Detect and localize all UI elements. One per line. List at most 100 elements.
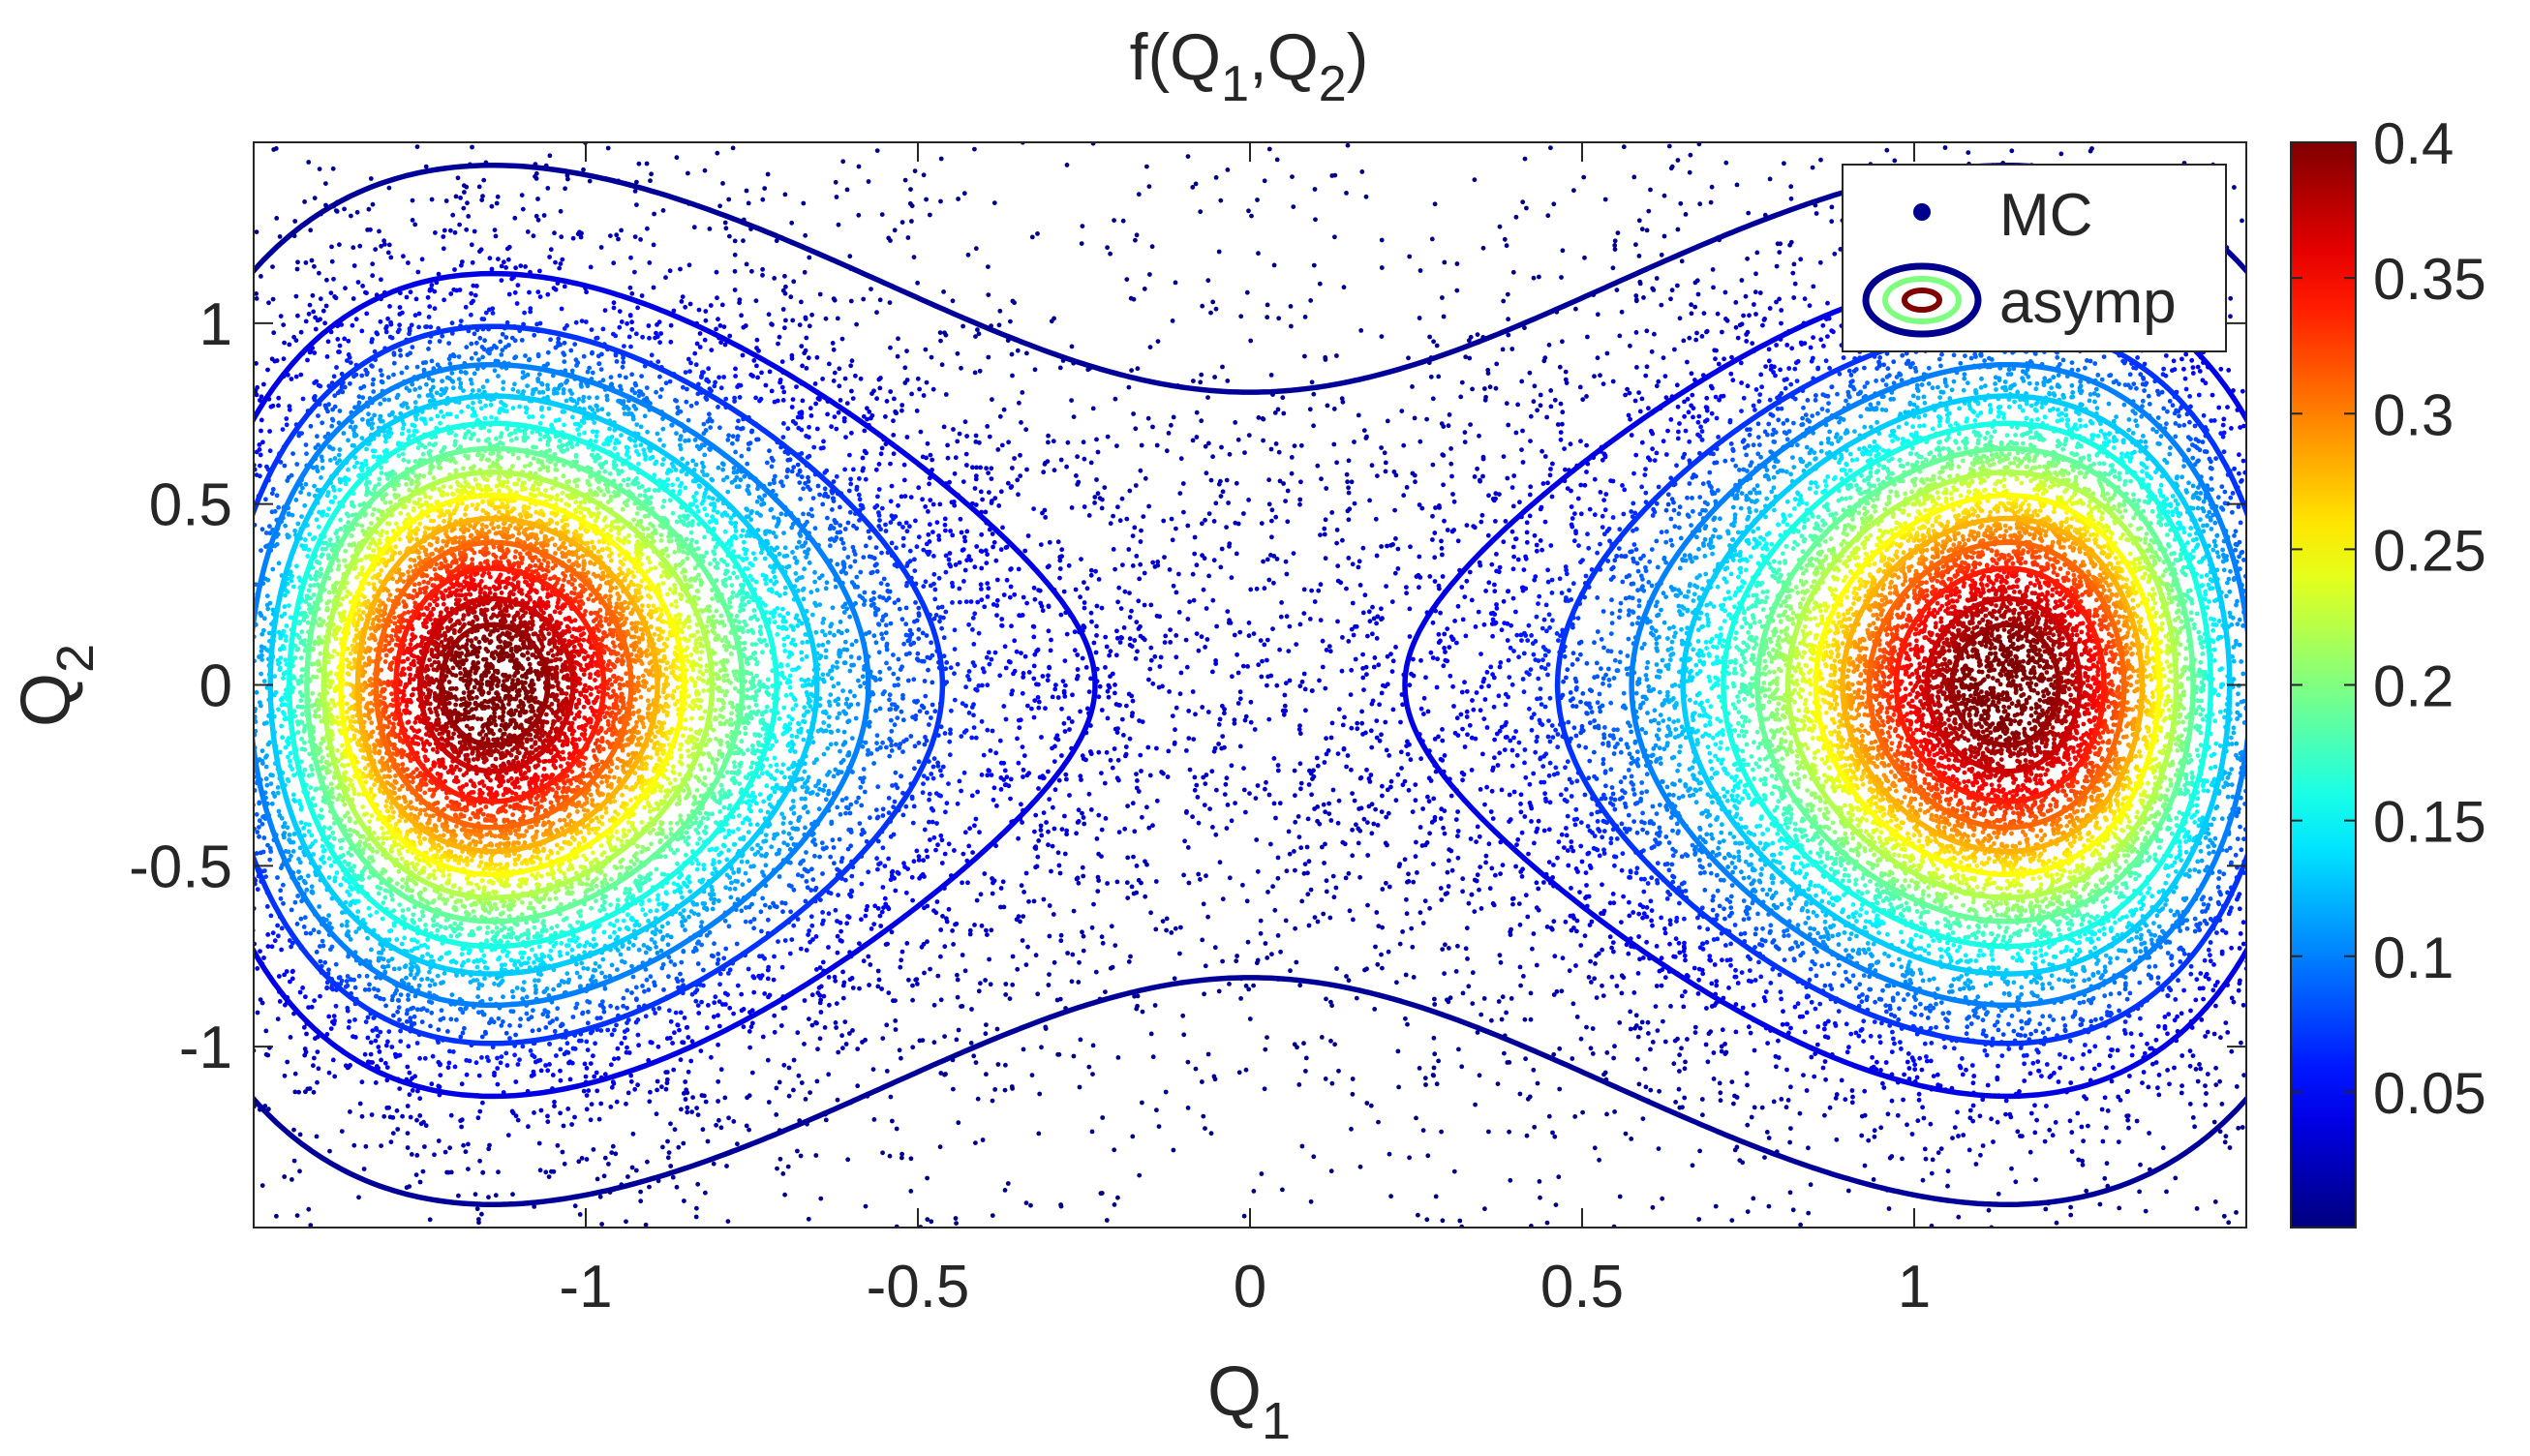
mc-point [765, 705, 770, 710]
mc-point [2218, 893, 2223, 897]
mc-point [644, 1014, 649, 1018]
mc-point [1075, 454, 1080, 459]
mc-point [1827, 892, 1832, 896]
mc-point [1440, 947, 1445, 952]
mc-point [940, 605, 945, 610]
mc-point [776, 342, 780, 347]
mc-point [555, 924, 560, 928]
mc-point [298, 860, 303, 864]
mc-point [1900, 353, 1905, 358]
mc-point [463, 512, 468, 517]
mc-point [549, 925, 554, 930]
mc-point [1379, 732, 1384, 737]
mc-point [782, 649, 787, 653]
mc-point [1770, 791, 1775, 796]
mc-point [471, 388, 475, 393]
mc-point [379, 368, 383, 373]
mc-point [1997, 534, 2002, 539]
mc-point [369, 1052, 374, 1057]
mc-point [1866, 941, 1871, 946]
mc-point [2062, 1055, 2067, 1060]
mc-point [1498, 660, 1503, 665]
mc-point [1323, 760, 1327, 765]
mc-point [1535, 549, 1539, 554]
mc-point [1677, 941, 1682, 946]
mc-point [988, 662, 992, 667]
mc-point [1818, 260, 1823, 265]
mc-point [1529, 633, 1534, 638]
mc-point [1194, 182, 1199, 187]
mc-point [1360, 652, 1365, 657]
mc-point [1723, 161, 1728, 166]
mc-point [723, 835, 728, 840]
mc-point [2159, 483, 2164, 488]
mc-point [2034, 1118, 2039, 1123]
mc-point [1566, 720, 1570, 725]
mc-point [854, 716, 859, 721]
mc-point [787, 1066, 792, 1071]
mc-point [1920, 1068, 1925, 1073]
mc-point [1548, 761, 1553, 766]
mc-point [1583, 793, 1588, 798]
mc-point [1202, 588, 1206, 592]
mc-point [1498, 871, 1503, 876]
mc-point [361, 610, 366, 615]
mc-point [1691, 717, 1695, 722]
mc-point [1861, 1018, 1866, 1023]
mc-point [293, 900, 298, 905]
mc-point [660, 1145, 665, 1150]
mc-point [304, 931, 309, 936]
mc-point [1078, 594, 1082, 599]
mc-point [1313, 217, 1318, 222]
mc-point [2148, 886, 2152, 891]
mc-point [371, 202, 376, 207]
mc-point [334, 365, 339, 370]
mc-point [640, 907, 645, 912]
mc-point [312, 927, 317, 932]
mc-point [725, 770, 730, 774]
mc-point [2173, 997, 2178, 1002]
mc-point [2001, 705, 2006, 710]
mc-point [1051, 805, 1055, 810]
mc-point [2037, 1021, 2042, 1026]
mc-point [1478, 1073, 1482, 1077]
mc-point [857, 986, 862, 991]
mc-point [965, 880, 970, 885]
mc-point [1361, 687, 1366, 692]
mc-point [433, 306, 438, 311]
mc-point [704, 1100, 709, 1105]
mc-point [2092, 400, 2097, 405]
mc-point [869, 287, 873, 291]
mc-point [712, 941, 716, 946]
mc-point [383, 1004, 388, 1009]
mc-point [526, 229, 531, 234]
mc-point [2193, 917, 2198, 922]
mc-point [1873, 1000, 1877, 1005]
mc-point [444, 796, 449, 801]
mc-point [854, 639, 859, 644]
mc-point [2231, 491, 2236, 496]
mc-point [1850, 458, 1855, 463]
mc-point [1235, 652, 1239, 657]
mc-point [1031, 677, 1036, 682]
mc-point [1601, 646, 1606, 651]
mc-point [1039, 735, 1044, 740]
mc-point [768, 764, 773, 769]
mc-point [982, 871, 987, 876]
mc-point [1456, 1047, 1461, 1052]
mc-point [847, 453, 852, 458]
mc-point [1947, 802, 1952, 806]
mc-point [1837, 713, 1842, 717]
mc-point [825, 412, 830, 417]
mc-point [1208, 311, 1213, 316]
mc-point [824, 797, 829, 802]
mc-point [615, 830, 620, 834]
mc-point [617, 325, 622, 330]
mc-point [1584, 470, 1589, 474]
mc-point [1989, 809, 1994, 814]
mc-point [1592, 374, 1597, 379]
mc-point [1983, 436, 1988, 440]
mc-point [1260, 521, 1265, 526]
mc-point [916, 652, 921, 656]
mc-point [2153, 964, 2158, 969]
